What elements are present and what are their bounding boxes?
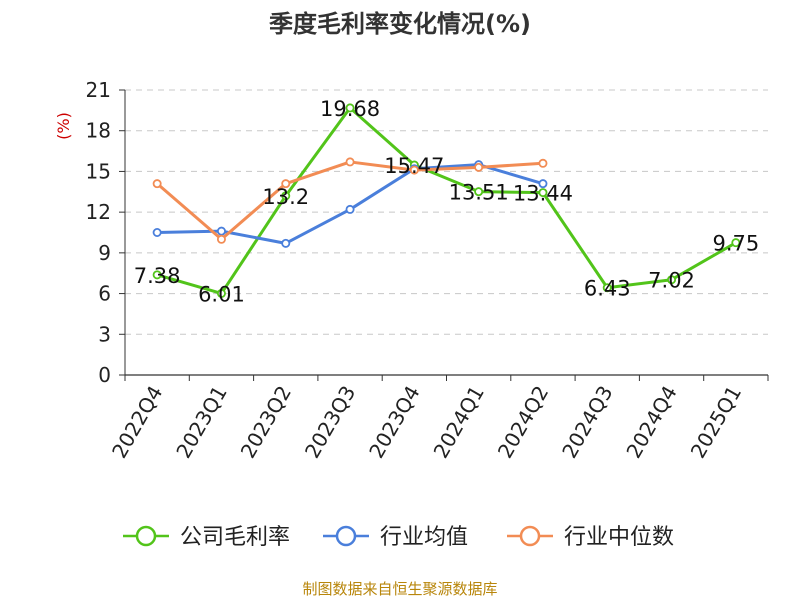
- y-tick-label: 15: [86, 159, 111, 183]
- x-tick-label: 2024Q2: [493, 382, 553, 463]
- data-point: [602, 283, 612, 293]
- data-label: 13.44: [513, 182, 573, 206]
- source-note: 制图数据来自恒生聚源数据库: [302, 580, 497, 598]
- y-tick-label: 12: [86, 200, 111, 224]
- data-point: [538, 179, 548, 189]
- data-point: [281, 238, 291, 248]
- data-label: 13.2: [262, 185, 309, 209]
- data-label: 9.75: [712, 232, 759, 256]
- data-point: [345, 103, 355, 113]
- x-tick-label: 2024Q4: [621, 382, 681, 463]
- data-label: 6.43: [584, 277, 631, 301]
- data-point: [216, 288, 226, 298]
- data-label: 7.02: [648, 269, 695, 293]
- grid: [125, 89, 768, 335]
- y-tick-label: 6: [98, 282, 111, 306]
- x-tick-label: 2024Q3: [557, 382, 617, 463]
- legend[interactable]: 公司毛利率 行业均值 行业中位数: [123, 525, 674, 550]
- data-point: [152, 227, 162, 237]
- y-tick-label: 0: [98, 363, 111, 387]
- data-label: 19.68: [320, 97, 380, 121]
- data-point: [538, 188, 548, 198]
- data-point: [345, 157, 355, 167]
- data-point: [152, 179, 162, 189]
- data-point: [667, 275, 677, 285]
- data-point: [474, 187, 484, 197]
- x-tick-label: 2023Q1: [171, 382, 231, 463]
- data-point: [731, 238, 741, 248]
- data-label: 15.47: [384, 154, 444, 178]
- legend-marker: [335, 525, 357, 547]
- series-lines: [152, 103, 741, 298]
- data-label: 7.38: [134, 264, 181, 288]
- y-tick-label: 18: [86, 119, 111, 143]
- data-point: [216, 226, 226, 236]
- chart-title: 季度毛利率变化情况(%): [269, 10, 531, 38]
- x-tick-label: 2024Q1: [429, 382, 489, 463]
- data-label: 6.01: [198, 282, 245, 306]
- series-line: [156, 106, 737, 295]
- data-point: [345, 204, 355, 214]
- y-tick-label: 21: [86, 78, 111, 102]
- legend-item[interactable]: 行业中位数: [507, 525, 674, 550]
- data-label: 13.51: [449, 181, 509, 205]
- x-tick-label: 2025Q1: [686, 382, 746, 463]
- legend-label: 行业均值: [380, 525, 468, 550]
- legend-item[interactable]: 公司毛利率: [123, 525, 290, 550]
- x-tick-label: 2023Q2: [236, 382, 296, 463]
- data-point: [538, 158, 548, 168]
- data-point: [409, 165, 419, 175]
- y-tick-label: 3: [98, 322, 111, 346]
- legend-marker: [135, 525, 157, 547]
- y-unit-label: (%): [54, 112, 73, 140]
- data-point: [281, 179, 291, 189]
- data-point: [474, 162, 484, 172]
- legend-label: 公司毛利率: [180, 525, 290, 550]
- x-tick-label: 2022Q4: [107, 382, 167, 463]
- data-point: [281, 191, 291, 201]
- data-point: [152, 270, 162, 280]
- data-point: [216, 234, 226, 244]
- x-tick-label: 2023Q3: [300, 382, 360, 463]
- legend-label: 行业中位数: [564, 525, 674, 550]
- legend-marker: [519, 525, 541, 547]
- y-tick-label: 9: [98, 241, 111, 265]
- x-tick-label: 2023Q4: [364, 382, 424, 463]
- legend-item[interactable]: 行业均值: [323, 525, 468, 550]
